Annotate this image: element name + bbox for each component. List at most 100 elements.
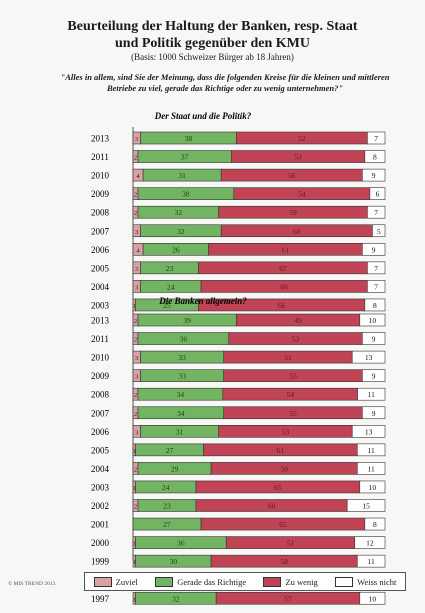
value-label-staat-2006-wenig: 61 — [282, 245, 290, 254]
value-label-banken-2008-zuviel: 2 — [134, 392, 137, 399]
bar-staat-2010-nicht — [362, 168, 386, 182]
value-label-staat-2008-wenig: 59 — [289, 208, 297, 217]
value-label-banken-2004-richtig: 29 — [171, 464, 179, 473]
legend-swatch-wenig — [263, 576, 282, 587]
year-label-staat-2007: 2007 — [91, 226, 110, 236]
value-label-banken-2007-wenig: 55 — [289, 409, 297, 418]
year-label-banken-2005: 2005 — [91, 445, 110, 455]
value-label-staat-2004-richtig: 24 — [167, 282, 175, 291]
title-line-2: und Politik gegenüber den KMU — [115, 36, 310, 51]
value-label-banken-2011-nicht: 9 — [372, 335, 376, 344]
value-label-banken-2005-richtig: 27 — [166, 446, 174, 455]
year-label-staat-2009: 2009 — [91, 189, 110, 199]
bar-banken-2011-nicht — [362, 332, 386, 345]
chart-title: Beurteilung der Haltung der Banken, resp… — [0, 18, 425, 52]
value-label-staat-2005-zuviel: 3 — [135, 266, 138, 273]
value-label-banken-2001-richtig: 27 — [163, 520, 171, 529]
value-label-banken-2001-wenig: 65 — [279, 520, 287, 529]
value-label-staat-2007-zuviel: 3 — [135, 229, 138, 236]
bar-staat-2013-nicht — [367, 131, 386, 145]
value-label-banken-2004-zuviel: 2 — [134, 466, 137, 473]
value-label-banken-2006-zuviel: 3 — [135, 429, 138, 436]
value-label-staat-2011-zuviel: 2 — [134, 155, 137, 162]
value-label-banken-2000-zuviel: 1 — [133, 541, 136, 548]
value-label-banken-2000-nicht: 12 — [366, 539, 374, 548]
year-label-banken-2002: 2002 — [91, 501, 109, 511]
value-label-banken-1997-richtig: 32 — [172, 594, 180, 603]
value-label-banken-2000-wenig: 51 — [287, 539, 295, 548]
year-label-staat-2005: 2005 — [91, 263, 110, 273]
value-label-staat-2013-nicht: 7 — [374, 134, 378, 143]
value-label-banken-2008-richtig: 34 — [177, 390, 185, 399]
value-label-banken-2002-zuviel: 2 — [134, 504, 137, 511]
value-label-staat-2004-nicht: 7 — [374, 282, 378, 291]
year-label-staat-2006: 2006 — [91, 245, 110, 255]
value-label-banken-2011-richtig: 36 — [180, 335, 188, 344]
value-label-staat-2006-zuviel: 4 — [136, 247, 140, 254]
value-label-banken-2006-wenig: 53 — [282, 427, 290, 436]
value-label-staat-2009-wenig: 54 — [298, 190, 306, 199]
value-label-banken-2010-zuviel: 3 — [135, 355, 138, 362]
value-label-staat-2004-zuviel: 3 — [135, 284, 138, 291]
bar-staat-2005-nicht — [367, 261, 386, 275]
value-label-staat-2006-nicht: 9 — [372, 245, 376, 254]
value-label-banken-2013-zuviel: 2 — [134, 318, 137, 325]
year-label-banken-2011: 2011 — [91, 334, 109, 344]
value-label-banken-2011-zuviel: 2 — [134, 337, 137, 344]
legend-item-richtig: Gerade das Richtige — [155, 576, 246, 587]
value-label-banken-2003-nicht: 10 — [369, 483, 377, 492]
value-label-banken-2007-nicht: 9 — [372, 409, 376, 418]
value-label-banken-2007-richtig: 34 — [177, 409, 185, 418]
value-label-staat-2003-zuviel: 1 — [133, 303, 136, 310]
legend-item-wenig: Zu wenig — [263, 576, 318, 587]
value-label-banken-2004-wenig: 58 — [280, 464, 288, 473]
year-label-banken-2010: 2010 — [91, 353, 110, 363]
value-label-staat-2003-nicht: 8 — [373, 301, 377, 310]
value-label-banken-2008-nicht: 11 — [368, 390, 375, 399]
year-label-banken-2013: 2013 — [91, 316, 110, 326]
value-label-banken-2009-wenig: 55 — [289, 372, 297, 381]
bar-banken-2000-nicht — [354, 536, 386, 549]
value-label-staat-2009-nicht: 6 — [376, 190, 380, 199]
value-label-banken-2003-zuviel: 1 — [133, 485, 136, 492]
legend-item-weiss-nicht: Weiss nicht — [335, 576, 396, 587]
value-label-staat-2008-richtig: 32 — [175, 208, 183, 217]
bar-banken-2005-nicht — [356, 443, 386, 457]
year-label-banken-2007: 2007 — [91, 408, 110, 418]
bar-banken-1999-nicht — [356, 554, 386, 568]
legend-swatch-zuviel — [93, 576, 112, 587]
value-label-staat-2005-nicht: 7 — [374, 264, 378, 273]
bar-banken-2002-nicht — [346, 499, 386, 512]
value-label-banken-2003-wenig: 65 — [274, 483, 282, 492]
value-label-staat-2009-zuviel: 2 — [134, 192, 137, 199]
legend-label-wenig: Zu wenig — [285, 576, 318, 587]
value-label-banken-2002-wenig: 60 — [268, 502, 276, 511]
value-label-staat-2010-richtig: 31 — [178, 171, 186, 180]
value-label-banken-2005-zuviel: 1 — [133, 448, 136, 455]
value-label-staat-2011-nicht: 8 — [373, 153, 377, 162]
bar-banken-2007-nicht — [362, 406, 386, 420]
year-label-staat-2011: 2011 — [91, 152, 109, 162]
legend-label-zuviel: Zuviel — [115, 576, 138, 587]
value-label-banken-2011-wenig: 53 — [292, 335, 300, 344]
legend-swatch-richtig — [155, 576, 174, 587]
bar-banken-2009-nicht — [362, 369, 386, 382]
value-label-staat-2010-zuviel: 4 — [136, 173, 140, 180]
value-label-banken-2002-nicht: 15 — [362, 502, 370, 511]
value-label-staat-2013-richtig: 38 — [185, 134, 193, 143]
year-label-staat-2003: 2003 — [91, 300, 110, 310]
value-label-banken-2010-wenig: 51 — [284, 353, 292, 362]
value-label-banken-1997-wenig: 57 — [284, 594, 292, 603]
value-label-banken-2003-richtig: 24 — [162, 483, 170, 492]
value-label-staat-2008-nicht: 7 — [374, 208, 378, 217]
value-label-staat-2006-richtig: 26 — [172, 245, 180, 254]
value-label-staat-2011-wenig: 53 — [294, 153, 302, 162]
year-label-banken-2009: 2009 — [91, 371, 110, 381]
value-label-staat-2009-richtig: 38 — [182, 190, 190, 199]
legend-swatch-weiss-nicht — [335, 576, 354, 587]
value-label-banken-2001-nicht: 8 — [373, 520, 377, 529]
survey-question: "Alles in allem, sind Sie der Meinung, d… — [60, 72, 390, 93]
value-label-staat-2007-nicht: 5 — [377, 227, 381, 236]
year-label-banken-2008: 2008 — [91, 390, 110, 400]
